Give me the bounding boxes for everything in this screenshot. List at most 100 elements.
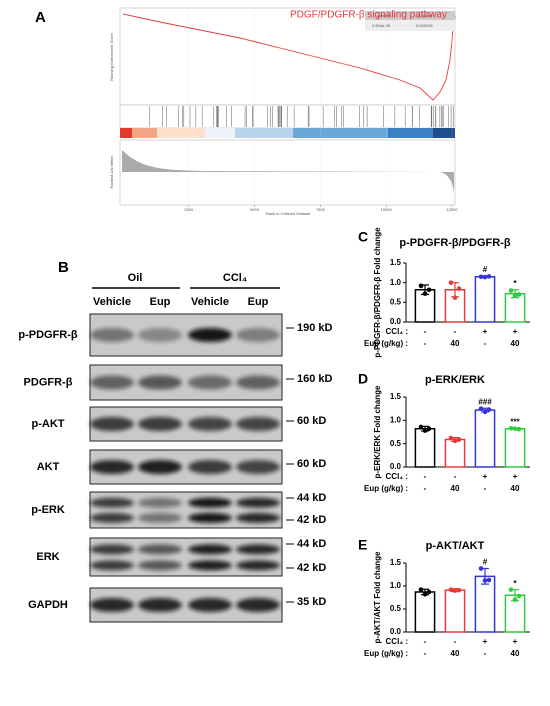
ccl4-value: +	[513, 472, 518, 481]
data-point	[482, 409, 488, 415]
band	[138, 512, 182, 523]
data-point	[452, 295, 458, 300]
data-point	[512, 293, 518, 299]
eup-value: 40	[451, 339, 460, 348]
band	[90, 497, 134, 508]
chart-title: p-ERK/ERK	[425, 374, 485, 386]
blot-panel: Vehicle Eup Vehicle Eup p-PDGFR-β 190 kD PDGFR…	[18, 296, 333, 623]
data-point	[512, 597, 518, 603]
ccl4-value: +	[483, 472, 488, 481]
treatment-label: Eup	[150, 296, 171, 308]
row-label: CCl₄ :	[386, 637, 408, 646]
eup-value: -	[424, 649, 427, 658]
row-label: CCl₄ :	[386, 472, 408, 481]
band	[236, 460, 280, 474]
row-label: Eup (g/kg) :	[364, 649, 408, 658]
band	[236, 417, 280, 431]
band	[138, 544, 182, 555]
ccl4-value: -	[424, 637, 427, 646]
row-label: PDGFR-β	[24, 376, 73, 388]
data-point	[516, 292, 522, 297]
panel-label: E	[358, 537, 367, 553]
data-point	[456, 286, 462, 291]
row-label: AKT	[37, 461, 60, 473]
y-tick-label: 1.5	[390, 392, 402, 401]
data-point	[418, 587, 424, 592]
bar	[444, 589, 466, 633]
ccl4-value: +	[483, 327, 488, 336]
data-point	[422, 428, 428, 433]
panel-label: C	[358, 229, 368, 245]
color-seg	[205, 128, 235, 138]
data-point	[452, 438, 458, 444]
eup-value: 40	[451, 484, 460, 493]
x-tick-label: 12500	[446, 207, 458, 212]
data-point	[448, 435, 454, 441]
color-seg	[388, 128, 433, 138]
ccl4-value: -	[424, 327, 427, 336]
es-curve	[122, 13, 456, 101]
data-point	[422, 591, 428, 597]
band	[188, 544, 232, 555]
hits-frame	[119, 104, 456, 129]
band	[236, 328, 280, 342]
ccl4-value: -	[454, 472, 457, 481]
data-point	[508, 425, 514, 431]
annotation: ***	[510, 417, 520, 426]
band	[188, 460, 232, 474]
group-label: CCl₄	[223, 272, 247, 284]
band	[236, 497, 280, 508]
size-label: 190 kD	[297, 322, 333, 334]
group-label: Oil	[128, 272, 143, 284]
y-axis-label: Ranked List Metric	[109, 155, 114, 188]
ccl4-value: -	[454, 327, 457, 336]
color-seg	[433, 128, 455, 138]
data-point	[478, 274, 484, 280]
ccl4-value: -	[424, 472, 427, 481]
panel-label: D	[358, 371, 368, 387]
y-tick-label: 0.5	[390, 604, 402, 613]
eup-value: -	[484, 649, 487, 658]
treatment-label: Vehicle	[191, 296, 229, 308]
row-label: p-PDGFR-β	[18, 329, 78, 341]
row-label: Eup (g/kg) :	[364, 484, 408, 493]
data-point	[478, 406, 484, 411]
band	[90, 460, 134, 474]
band	[236, 544, 280, 555]
ccl4-value: +	[513, 637, 518, 646]
band	[188, 375, 232, 390]
size-label: 60 kD	[297, 415, 326, 427]
x-tick-label: 7500	[316, 207, 326, 212]
band	[90, 544, 134, 555]
x-tick-label: 5000	[250, 207, 260, 212]
bar	[414, 427, 436, 468]
color-seg	[120, 128, 132, 138]
y-tick-label: 1.0	[390, 278, 402, 287]
x-tick-label: 10000	[381, 207, 393, 212]
data-point	[448, 587, 454, 592]
band	[236, 512, 280, 523]
band	[90, 560, 134, 571]
size-label: 44 kD	[297, 538, 326, 550]
size-label: 42 kD	[297, 514, 326, 526]
band	[188, 497, 232, 508]
data-point	[512, 426, 518, 432]
chart-title: p-AKT/AKT	[426, 540, 485, 552]
eup-value: 40	[511, 484, 520, 493]
ccl4-value: +	[513, 327, 518, 336]
data-point	[456, 437, 462, 442]
row-label: p-AKT	[32, 418, 65, 430]
band	[188, 598, 232, 612]
ranked-metric	[122, 150, 454, 192]
stat-table-header	[365, 11, 455, 20]
annotation: *	[513, 579, 517, 588]
y-tick-label: 1.5	[390, 258, 402, 267]
band	[138, 417, 182, 431]
data-point	[456, 587, 462, 593]
metric-frame	[119, 139, 456, 206]
y-tick-label: 0.0	[390, 462, 402, 471]
x-tick-label: 2500	[184, 207, 194, 212]
data-point	[482, 578, 488, 583]
band	[90, 417, 134, 431]
band	[236, 375, 280, 390]
